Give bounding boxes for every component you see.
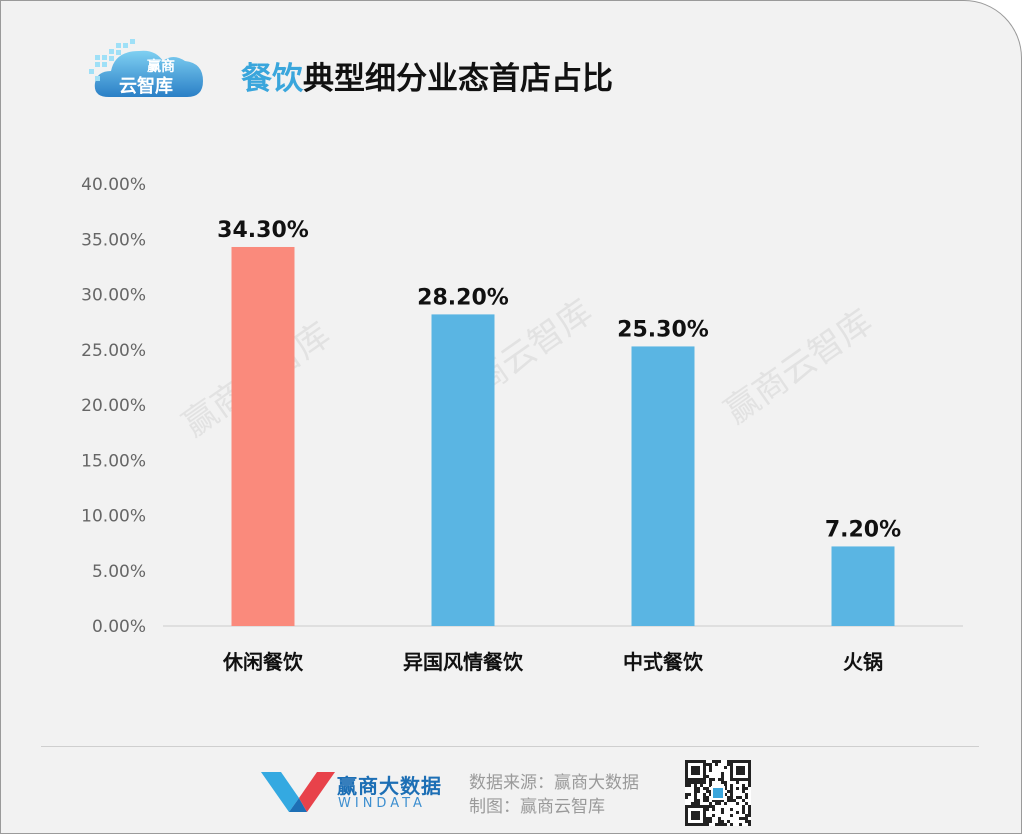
bar: [831, 546, 895, 626]
y-tick-label: 35.00%: [81, 230, 146, 250]
maker-line: 制图：赢商云智库: [469, 797, 605, 817]
source-note: 数据来源：赢商大数据 制图：赢商云智库: [469, 771, 639, 819]
source-line: 数据来源：赢商大数据: [469, 773, 639, 793]
y-tick-label: 5.00%: [92, 562, 146, 582]
y-tick-label: 15.00%: [81, 451, 146, 471]
category-label: 异国风情餐饮: [403, 650, 524, 674]
data-label: 7.20%: [825, 517, 901, 542]
category-label: 休闲餐饮: [222, 650, 304, 674]
cloud-logo-icon: 赢商 云智库: [89, 39, 203, 97]
logo-text-bottom: 云智库: [119, 75, 173, 97]
category-label: 火锅: [843, 650, 883, 674]
y-tick-label: 20.00%: [81, 396, 146, 416]
chart-title: 餐饮典型细分业态首店占比: [241, 53, 613, 98]
bar: [431, 314, 495, 626]
y-tick-label: 30.00%: [81, 286, 146, 306]
brand-en: WINDATA: [338, 796, 426, 811]
footer-divider: [41, 746, 979, 747]
data-label: 34.30%: [217, 218, 309, 243]
bar-chart: 赢商云智库赢商云智库赢商云智库0.00%5.00%10.00%15.00%20.…: [81, 175, 963, 674]
brand-name: 赢商大数据: [337, 774, 442, 798]
watermark-text: 赢商云智库: [718, 302, 880, 432]
data-label: 28.20%: [417, 285, 509, 310]
title-highlight: 餐饮: [241, 61, 303, 97]
category-label: 中式餐饮: [623, 650, 704, 674]
y-tick-label: 10.00%: [81, 507, 146, 527]
y-tick-label: 40.00%: [81, 175, 146, 195]
bar: [231, 246, 295, 627]
title-rest: 典型细分业态首店占比: [303, 61, 613, 97]
logo-text-top: 赢商: [147, 58, 175, 75]
windata-logo-icon: [261, 772, 335, 812]
y-tick-label: 0.00%: [92, 617, 146, 637]
bar: [631, 346, 695, 626]
qr-code-icon: [685, 760, 751, 826]
y-tick-label: 25.00%: [81, 341, 146, 361]
data-label: 25.30%: [617, 317, 709, 342]
